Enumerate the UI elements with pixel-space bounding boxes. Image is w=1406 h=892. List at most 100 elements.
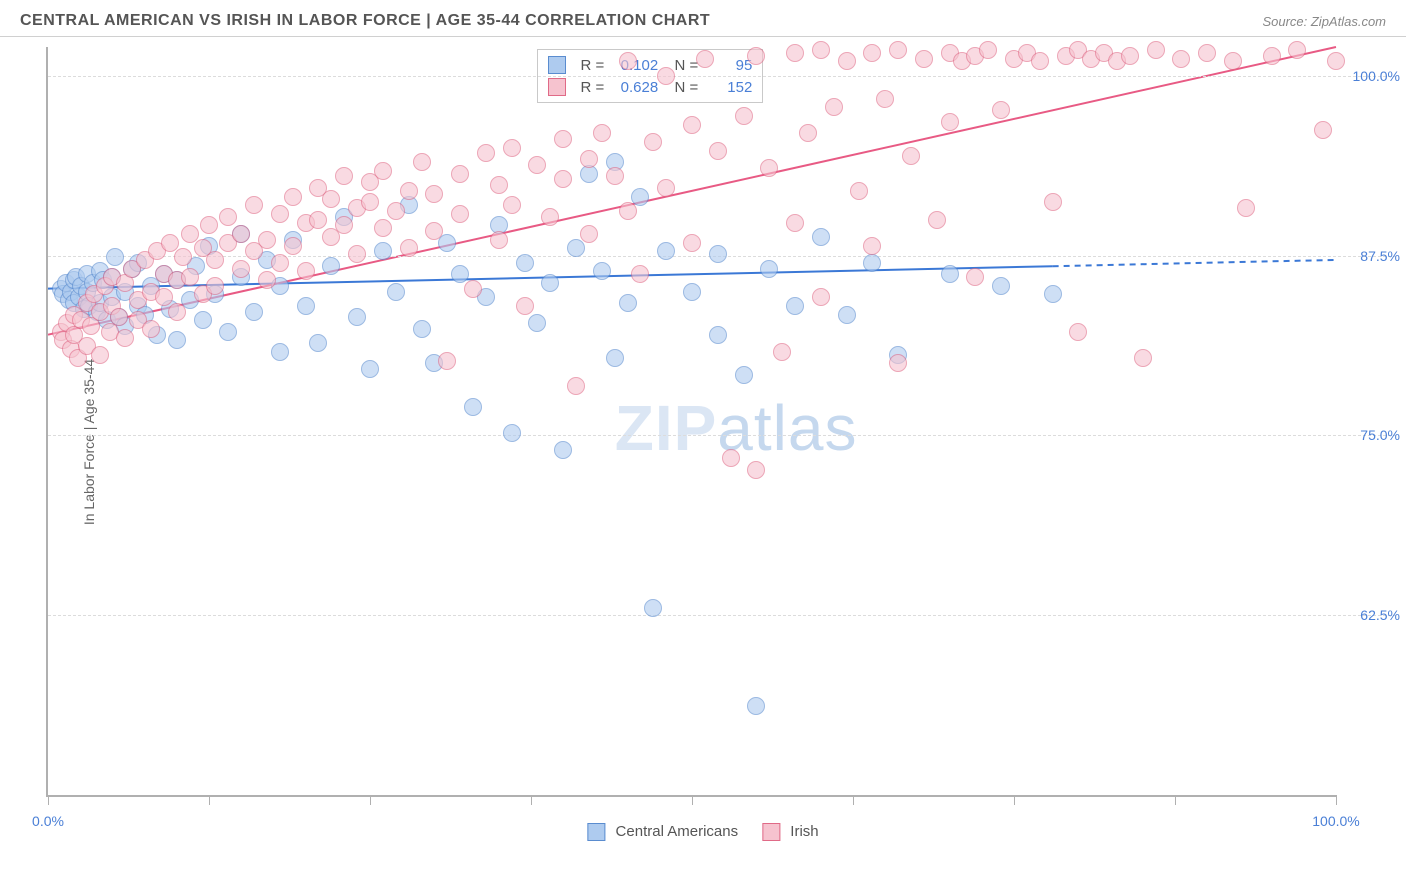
source-label: Source: ZipAtlas.com (1262, 14, 1386, 29)
data-point (464, 280, 482, 298)
chart-header: CENTRAL AMERICAN VS IRISH IN LABOR FORCE… (0, 0, 1406, 37)
data-point (91, 346, 109, 364)
data-point (902, 147, 920, 165)
data-point (1121, 47, 1139, 65)
data-point (593, 124, 611, 142)
data-point (490, 176, 508, 194)
data-point (619, 52, 637, 70)
data-point (1263, 47, 1281, 65)
data-point (580, 225, 598, 243)
xtick (1175, 795, 1176, 805)
data-point (335, 216, 353, 234)
data-point (322, 257, 340, 275)
gridline (48, 435, 1396, 436)
data-point (1031, 52, 1049, 70)
stat-label-r: R = (580, 57, 604, 74)
data-point (271, 205, 289, 223)
data-point (863, 237, 881, 255)
data-point (374, 162, 392, 180)
xtick (531, 795, 532, 805)
data-point (812, 41, 830, 59)
stats-row-ir: R = 0.628 N = 152 (548, 76, 752, 98)
data-point (889, 354, 907, 372)
stat-n-ir: 152 (706, 79, 752, 96)
data-point (567, 377, 585, 395)
data-point (348, 245, 366, 263)
chart-title: CENTRAL AMERICAN VS IRISH IN LABOR FORCE… (20, 12, 710, 30)
data-point (812, 228, 830, 246)
data-point (348, 308, 366, 326)
data-point (799, 124, 817, 142)
data-point (554, 441, 572, 459)
xtick (1014, 795, 1015, 805)
data-point (979, 41, 997, 59)
data-point (657, 242, 675, 260)
data-point (297, 262, 315, 280)
data-point (747, 47, 765, 65)
data-point (683, 116, 701, 134)
stats-row-ca: R = 0.102 N = 95 (548, 54, 752, 76)
data-point (554, 130, 572, 148)
data-point (709, 245, 727, 263)
data-point (400, 182, 418, 200)
data-point (335, 167, 353, 185)
data-point (593, 262, 611, 280)
data-point (258, 231, 276, 249)
legend-item-ca: Central Americans (587, 823, 738, 841)
data-point (106, 248, 124, 266)
data-point (644, 599, 662, 617)
data-point (116, 329, 134, 347)
data-point (812, 288, 830, 306)
stat-r-ir: 0.628 (612, 79, 658, 96)
data-point (928, 211, 946, 229)
data-point (168, 303, 186, 321)
xtick (209, 795, 210, 805)
data-point (760, 260, 778, 278)
data-point (966, 268, 984, 286)
data-point (181, 268, 199, 286)
data-point (735, 107, 753, 125)
data-point (1172, 50, 1190, 68)
data-point (438, 352, 456, 370)
gridline (48, 76, 1396, 77)
data-point (747, 697, 765, 715)
ytick-label: 62.5% (1360, 607, 1400, 623)
data-point (541, 208, 559, 226)
data-point (838, 52, 856, 70)
ytick-label: 87.5% (1360, 248, 1400, 264)
data-point (361, 193, 379, 211)
data-point (1314, 121, 1332, 139)
data-point (825, 98, 843, 116)
xtick (692, 795, 693, 805)
data-point (838, 306, 856, 324)
trend-lines (48, 47, 1336, 795)
data-point (168, 331, 186, 349)
data-point (361, 360, 379, 378)
data-point (747, 461, 765, 479)
data-point (503, 196, 521, 214)
data-point (696, 50, 714, 68)
data-point (206, 251, 224, 269)
legend-label-ir: Irish (790, 823, 818, 840)
data-point (850, 182, 868, 200)
data-point (232, 225, 250, 243)
data-point (413, 153, 431, 171)
data-point (1044, 285, 1062, 303)
data-point (941, 265, 959, 283)
data-point (1224, 52, 1242, 70)
data-point (374, 219, 392, 237)
data-point (528, 314, 546, 332)
xtick-label: 0.0% (32, 813, 64, 829)
data-point (657, 67, 675, 85)
xtick (1336, 795, 1337, 805)
data-point (451, 265, 469, 283)
data-point (644, 133, 662, 151)
data-point (760, 159, 778, 177)
data-point (490, 231, 508, 249)
data-point (619, 202, 637, 220)
data-point (606, 349, 624, 367)
data-point (657, 179, 675, 197)
data-point (1147, 41, 1165, 59)
data-point (1288, 41, 1306, 59)
data-point (516, 254, 534, 272)
